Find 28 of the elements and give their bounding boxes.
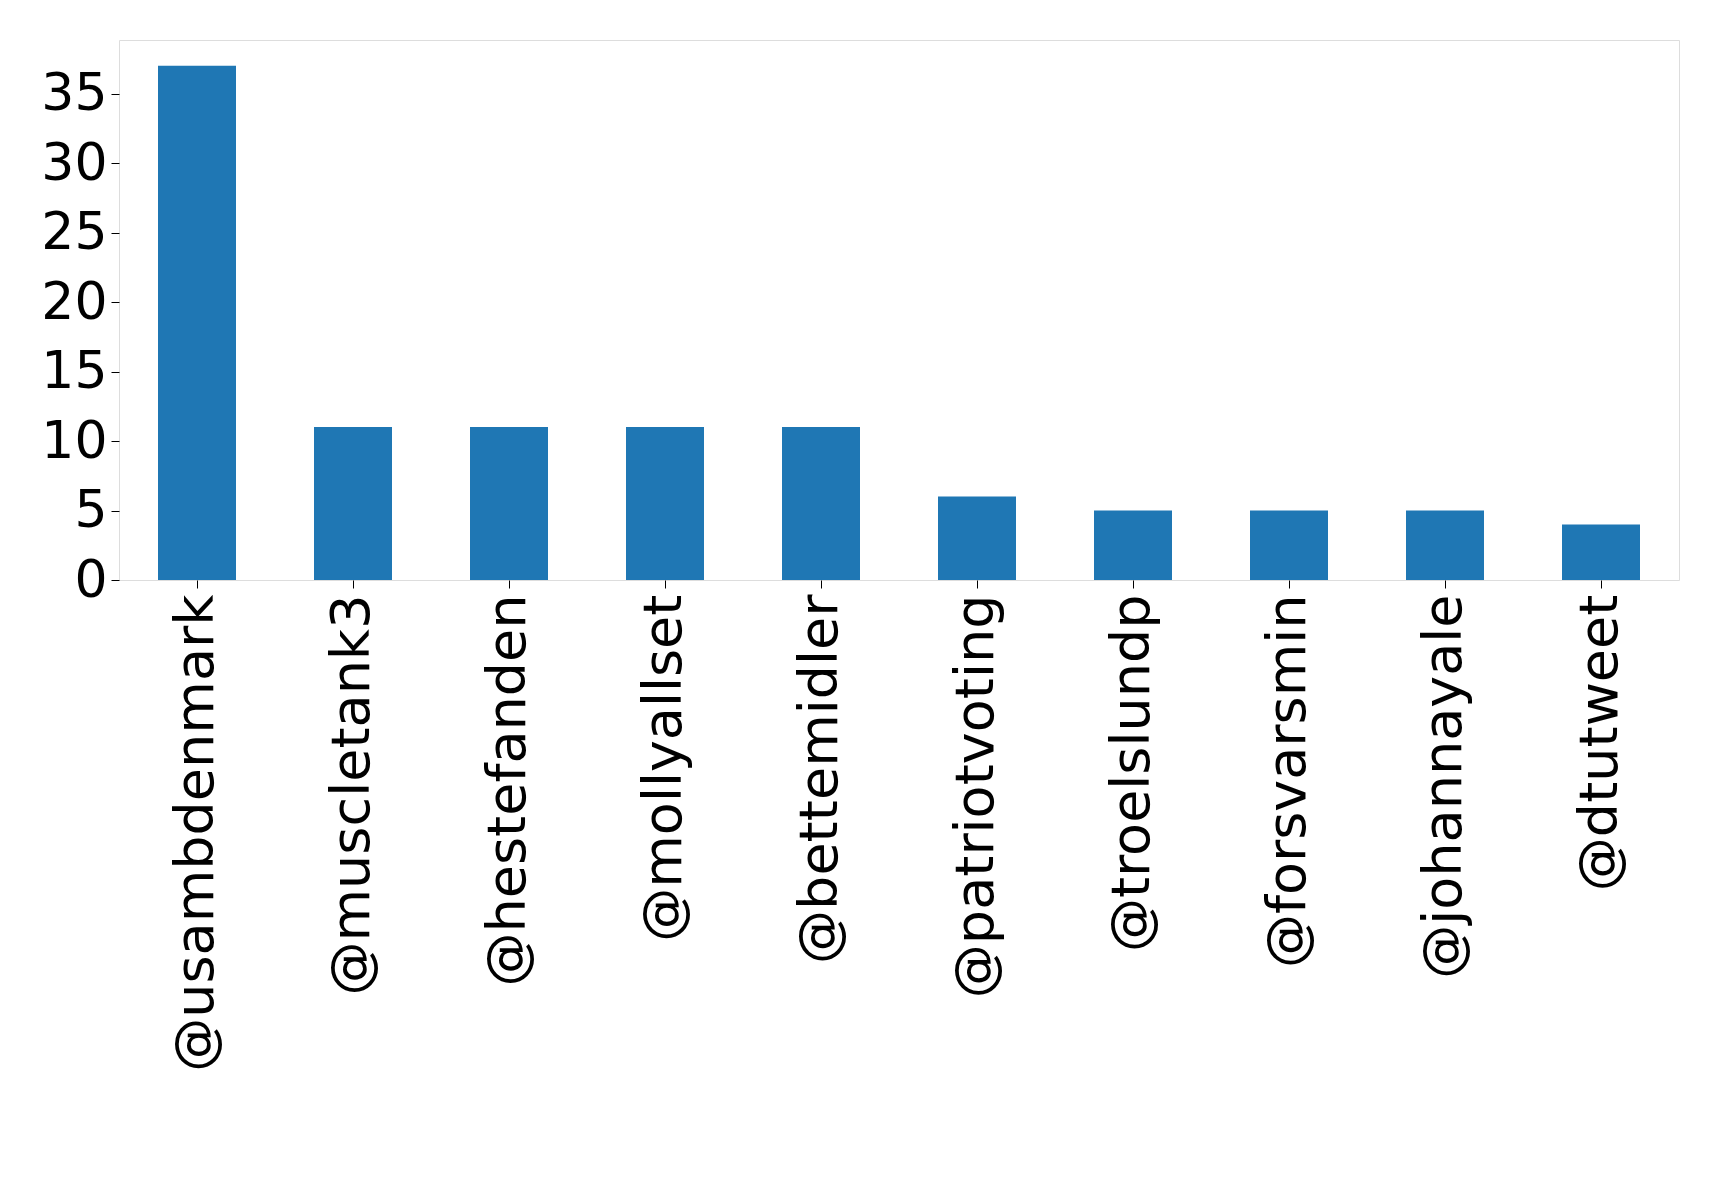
y-tick-label: 10 xyxy=(41,409,108,470)
bar xyxy=(470,427,548,580)
bar xyxy=(1406,510,1484,580)
y-tick-label: 25 xyxy=(41,201,108,262)
bar xyxy=(158,65,236,580)
bar xyxy=(782,427,860,580)
bar xyxy=(1094,510,1172,580)
bar xyxy=(1250,510,1328,580)
x-tick-label: @usambdenmark xyxy=(163,593,226,1072)
y-tick-label: 0 xyxy=(74,548,108,609)
bar xyxy=(314,427,392,580)
y-tick-label: 20 xyxy=(41,270,108,331)
x-tick-label: @johannayale xyxy=(1411,594,1474,979)
x-tick-label: @mollyallset xyxy=(631,594,694,942)
x-tick-label: @hestefanden xyxy=(475,594,538,987)
y-tick-label: 35 xyxy=(41,62,108,123)
y-tick-label: 5 xyxy=(74,479,108,539)
bar xyxy=(626,427,704,580)
x-tick-label: @forsvarsmin xyxy=(1255,594,1318,969)
x-tick-label: @dtutweet xyxy=(1567,594,1630,892)
y-tick-label: 15 xyxy=(41,340,108,401)
x-tick-label: @troelslundp xyxy=(1099,594,1162,953)
x-tick-label: @patriotvoting xyxy=(943,594,1006,999)
x-tick-label: @muscletank3 xyxy=(319,594,382,996)
bar xyxy=(938,496,1016,580)
x-tick-label: @bettemidler xyxy=(787,593,850,964)
y-tick-label: 30 xyxy=(41,131,108,192)
bar xyxy=(1562,524,1640,580)
